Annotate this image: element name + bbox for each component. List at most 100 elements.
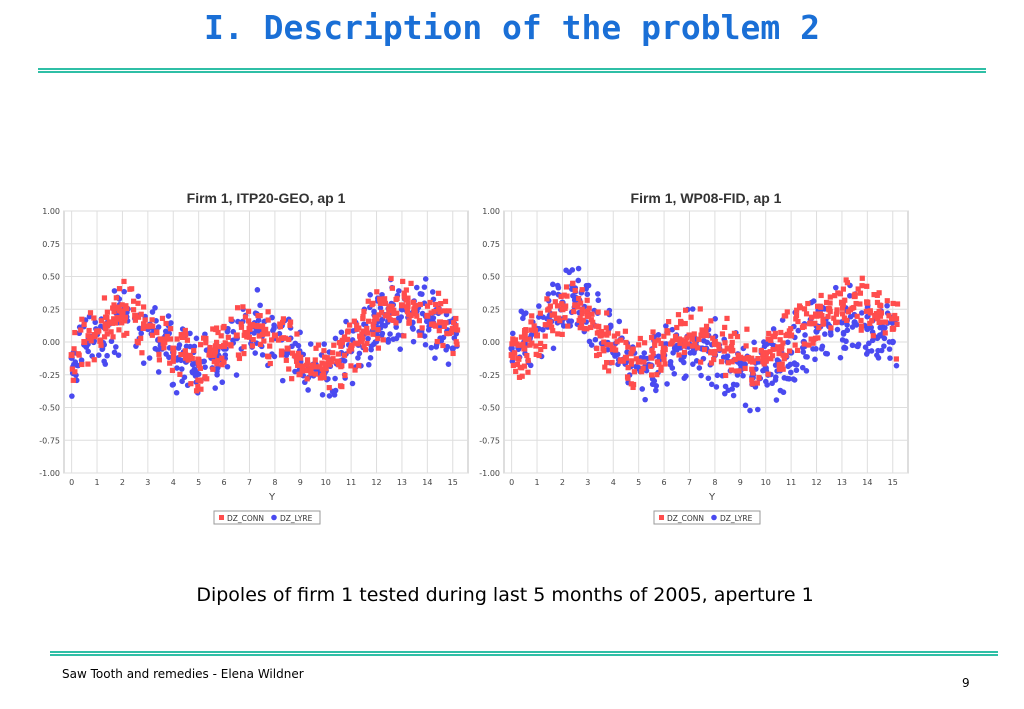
conn-point	[342, 372, 348, 379]
conn-point	[287, 322, 293, 328]
y-tick-label: -0.25	[479, 371, 500, 380]
lyre-point	[307, 341, 314, 347]
conn-point	[859, 283, 865, 289]
conn-point	[728, 367, 735, 373]
conn-point	[104, 331, 110, 337]
conn-point	[606, 368, 612, 374]
page-number: 9	[962, 676, 970, 690]
conn-point	[622, 354, 629, 361]
conn-point	[579, 311, 585, 317]
lyre-point	[179, 378, 185, 385]
conn-point	[249, 343, 256, 349]
conn-point	[695, 345, 701, 351]
conn-point	[788, 326, 794, 332]
conn-point	[193, 388, 200, 394]
conn-point	[510, 336, 516, 342]
conn-point	[427, 299, 433, 306]
y-tick-label: -0.50	[39, 404, 60, 413]
conn-point	[183, 332, 189, 338]
conn-point	[877, 312, 884, 319]
lyre-point	[170, 381, 177, 388]
conn-point	[563, 284, 570, 290]
conn-point	[542, 343, 548, 350]
conn-point	[648, 335, 655, 341]
conn-point	[772, 330, 778, 336]
conn-point	[857, 301, 863, 307]
conn-point	[68, 352, 75, 359]
lyre-point	[827, 329, 834, 335]
conn-point	[604, 359, 610, 366]
lyre-point	[720, 354, 727, 360]
conn-point	[79, 316, 85, 322]
lyre-point	[822, 331, 828, 337]
conn-point	[817, 303, 823, 309]
conn-point	[781, 313, 787, 319]
conn-point	[179, 334, 186, 341]
x-tick-label: 1	[534, 478, 539, 487]
lyre-point	[886, 339, 893, 345]
conn-point	[121, 318, 128, 324]
conn-point	[686, 332, 693, 339]
conn-point	[183, 352, 189, 358]
lyre-point	[449, 345, 456, 352]
conn-point	[874, 292, 880, 298]
x-tick-label: 4	[171, 478, 176, 487]
conn-point	[308, 370, 314, 376]
lyre-point	[365, 361, 372, 368]
conn-point	[697, 306, 703, 312]
conn-point	[235, 352, 242, 358]
lyre-point	[832, 284, 839, 291]
x-tick-label: 3	[585, 478, 590, 487]
conn-point	[648, 363, 654, 369]
conn-point	[321, 348, 327, 354]
conn-point	[364, 340, 370, 347]
conn-point	[213, 326, 219, 333]
conn-point	[559, 301, 565, 307]
conn-point	[598, 328, 605, 335]
conn-point	[893, 316, 900, 322]
conn-point	[660, 353, 666, 360]
x-tick-label: 9	[298, 478, 303, 487]
y-tick-label: 0.50	[42, 273, 60, 282]
lyre-point	[257, 302, 263, 309]
conn-point	[213, 339, 220, 345]
conn-point	[225, 334, 231, 340]
conn-point	[562, 315, 568, 321]
conn-point	[275, 337, 282, 343]
lyre-point	[669, 365, 676, 371]
conn-point	[70, 377, 76, 383]
conn-point	[788, 332, 795, 339]
lyre-point	[575, 265, 582, 272]
lyre-point	[714, 372, 721, 379]
conn-point	[449, 325, 456, 332]
conn-point	[312, 357, 318, 363]
lyre-point	[155, 347, 161, 354]
lyre-point	[338, 329, 345, 336]
lyre-point	[305, 387, 311, 393]
conn-point	[716, 346, 722, 352]
conn-point	[658, 364, 664, 370]
conn-point	[827, 308, 833, 315]
lyre-point	[85, 348, 91, 355]
conn-point	[546, 319, 553, 326]
conn-point	[437, 309, 443, 315]
conn-point	[405, 295, 411, 301]
conn-point	[765, 371, 771, 377]
conn-point	[538, 340, 544, 347]
x-tick-label: 15	[888, 478, 898, 487]
conn-point	[251, 323, 257, 329]
lyre-point	[790, 376, 797, 382]
conn-point	[185, 357, 191, 363]
lyre-point	[95, 352, 102, 358]
lyre-point	[799, 364, 806, 371]
conn-point	[594, 352, 600, 359]
lyre-point	[536, 303, 542, 309]
conn-point	[516, 342, 522, 348]
lyre-point	[884, 302, 890, 309]
y-tick-label: 0.75	[42, 240, 60, 249]
conn-point	[556, 315, 562, 321]
conn-point	[786, 348, 793, 354]
conn-point	[515, 355, 521, 362]
conn-point	[178, 352, 184, 358]
conn-point	[403, 287, 409, 293]
